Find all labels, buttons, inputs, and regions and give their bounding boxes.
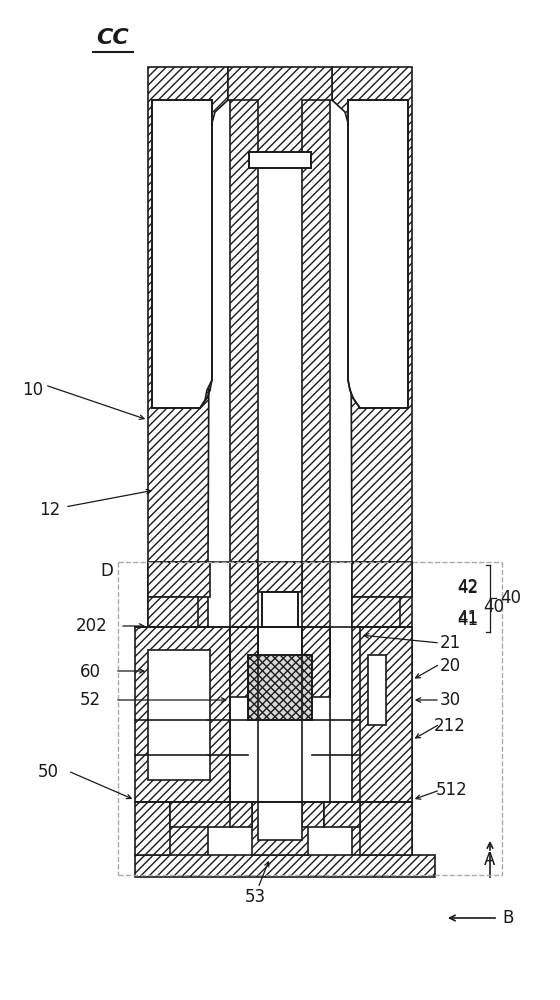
Bar xyxy=(368,655,386,725)
Text: 10: 10 xyxy=(22,381,44,399)
Text: 41: 41 xyxy=(458,611,479,629)
Bar xyxy=(249,152,311,168)
Text: 52: 52 xyxy=(80,691,101,709)
Bar xyxy=(302,627,330,697)
Bar xyxy=(302,802,324,827)
Bar xyxy=(135,802,170,855)
Text: CC: CC xyxy=(97,28,129,48)
Bar xyxy=(148,597,198,627)
Bar xyxy=(324,802,360,827)
Text: 60: 60 xyxy=(80,663,100,681)
Text: 12: 12 xyxy=(39,501,60,519)
Text: 212: 212 xyxy=(434,717,466,735)
Text: 42: 42 xyxy=(458,578,479,596)
Bar xyxy=(258,627,302,657)
Text: 202: 202 xyxy=(76,617,108,635)
Text: D: D xyxy=(101,562,114,580)
Bar xyxy=(258,802,302,840)
Bar xyxy=(135,855,435,877)
Polygon shape xyxy=(348,100,408,408)
Bar xyxy=(360,627,412,802)
Polygon shape xyxy=(302,100,330,562)
Text: B: B xyxy=(502,909,514,927)
Bar xyxy=(148,650,210,780)
Text: 40: 40 xyxy=(483,598,505,616)
Bar xyxy=(262,592,298,627)
Bar xyxy=(230,802,252,827)
Polygon shape xyxy=(230,100,258,562)
Bar xyxy=(148,562,210,597)
Bar xyxy=(352,597,400,627)
Text: 30: 30 xyxy=(440,691,460,709)
Polygon shape xyxy=(152,100,212,408)
Bar xyxy=(252,802,308,855)
Text: 50: 50 xyxy=(38,763,58,781)
Text: 40: 40 xyxy=(500,589,521,607)
Bar xyxy=(135,627,230,802)
Polygon shape xyxy=(352,562,412,860)
Polygon shape xyxy=(148,562,208,860)
Bar xyxy=(230,627,258,697)
Text: 512: 512 xyxy=(436,781,468,799)
Bar xyxy=(302,562,330,627)
Polygon shape xyxy=(332,67,412,562)
Text: A: A xyxy=(484,851,496,869)
Polygon shape xyxy=(228,67,332,160)
Polygon shape xyxy=(148,67,228,562)
Text: 21: 21 xyxy=(440,634,461,652)
Bar xyxy=(258,562,302,592)
Bar xyxy=(230,562,258,627)
Text: 41: 41 xyxy=(458,609,479,627)
Bar xyxy=(170,802,232,827)
Text: 53: 53 xyxy=(244,888,265,906)
Text: 20: 20 xyxy=(440,657,460,675)
Bar xyxy=(360,802,412,855)
Bar xyxy=(248,655,312,720)
Text: 42: 42 xyxy=(458,579,479,597)
Bar xyxy=(248,655,312,720)
Bar xyxy=(352,562,412,597)
